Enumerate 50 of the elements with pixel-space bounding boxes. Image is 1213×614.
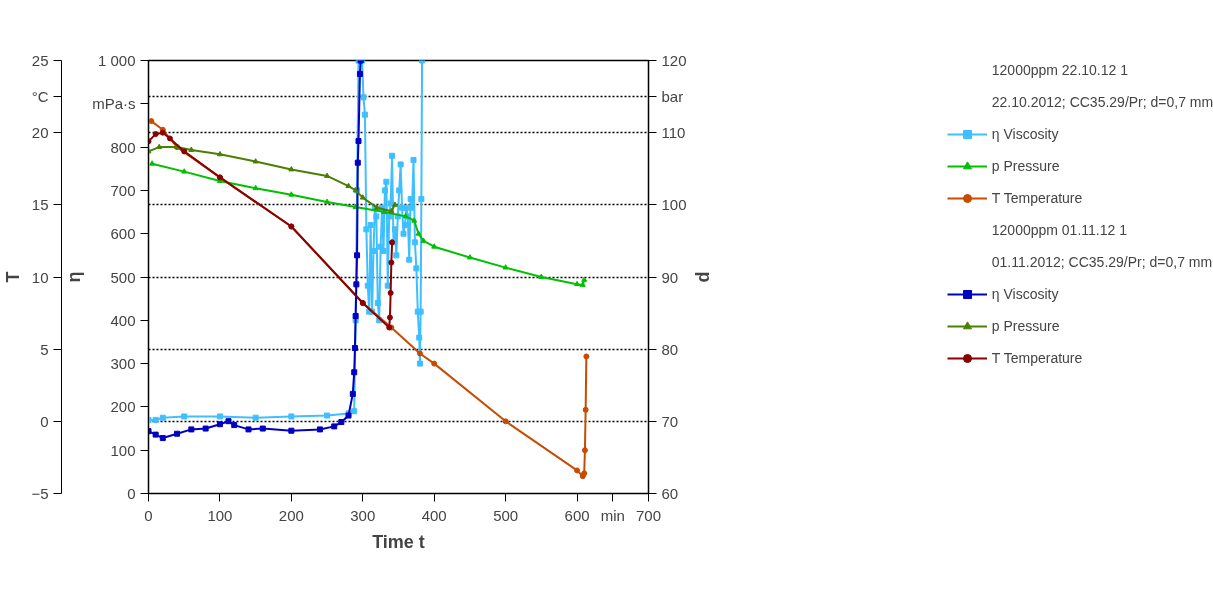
y-tick-label: 120 <box>661 52 687 69</box>
x-tick-label: 200 <box>278 506 304 524</box>
y-axis-title: p <box>694 271 715 283</box>
y-tick-label: 60 <box>661 485 679 502</box>
legend-label: p Pressure <box>991 318 1060 334</box>
y2-tick-label: mPa·s <box>92 95 136 113</box>
y3-tick-label: 15 <box>31 196 49 214</box>
y-tick-label: 110 <box>661 124 686 142</box>
y2-axis-title: η <box>64 271 85 283</box>
text: 01.11.2012; CC35.29/Pr; d=0,7 mm <box>991 254 1213 270</box>
x-tick-label: 100 <box>207 506 233 524</box>
y-tick-label: 80 <box>661 340 679 358</box>
x-tick-label: min <box>600 506 625 524</box>
text: 12000ppm 22.10.12 1 <box>991 62 1129 78</box>
text: 22.10.2012; CC35.29/Pr; d=0,7 mm <box>991 94 1213 110</box>
y3-tick-label: °C <box>31 88 49 106</box>
y-tick-label: bar <box>661 88 684 106</box>
y2-tick-label: 0 <box>127 485 136 502</box>
legend-label: η Viscosity <box>991 286 1059 302</box>
text: 12000ppm 01.11.12 1 <box>991 222 1127 238</box>
y3-tick-label: 20 <box>31 124 49 142</box>
x-tick-label: 0 <box>144 506 153 524</box>
legend-label: T Temperature <box>991 190 1083 206</box>
x-tick-label: 400 <box>421 506 447 524</box>
x-axis-title: Time t <box>372 531 425 552</box>
y2-tick-label: 1 000 <box>97 52 136 69</box>
y-tick-label: 100 <box>661 196 687 214</box>
y2-tick-label: 700 <box>110 181 136 199</box>
y2-tick-label: 300 <box>110 355 136 373</box>
x-tick-label: 700 <box>635 506 662 524</box>
y3-tick-label: 5 <box>40 340 49 358</box>
x-tick-label: 300 <box>350 506 376 524</box>
legend-label: η Viscosity <box>991 126 1059 142</box>
y2-tick-label: 100 <box>110 441 136 459</box>
y3-tick-label: 10 <box>31 268 49 286</box>
y3-axis-title: T <box>3 271 24 283</box>
y2-tick-label: 400 <box>110 311 136 329</box>
y3-tick-label: 0 <box>40 412 49 430</box>
y2-tick-label: 500 <box>110 268 136 286</box>
y2-tick-label: 600 <box>110 225 136 243</box>
x-tick-label: 500 <box>493 506 519 524</box>
legend-label: p Pressure <box>991 158 1060 174</box>
y3-tick-label: −5 <box>31 485 49 502</box>
y2-tick-label: 200 <box>110 398 136 416</box>
y-tick-label: 90 <box>661 268 679 286</box>
y-tick-label: 70 <box>661 412 679 430</box>
x-tick-label: 600 <box>564 506 590 524</box>
legend-label: T Temperature <box>991 350 1083 366</box>
y2-tick-label: 800 <box>110 138 136 156</box>
y3-tick-label: 25 <box>31 52 49 69</box>
